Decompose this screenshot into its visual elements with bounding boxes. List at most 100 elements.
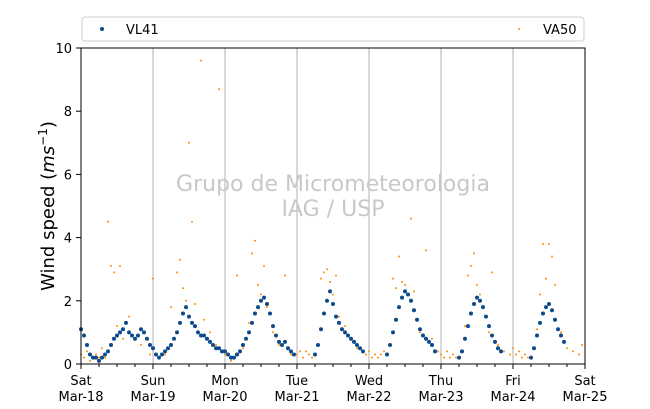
watermark-line-1: Grupo de Micrometeorologia [176, 172, 490, 197]
data-point-va50 [356, 347, 358, 350]
data-point-vl41 [532, 346, 536, 351]
data-point-vl41 [199, 333, 203, 338]
data-point-va50 [290, 353, 292, 356]
data-point-va50 [425, 249, 427, 252]
data-point-va50 [305, 350, 307, 353]
watermark: Grupo de Micrometeorologia IAG / USP [176, 172, 490, 222]
data-point-va50 [497, 344, 499, 347]
data-point-va50 [203, 318, 205, 321]
data-point-vl41 [331, 301, 335, 306]
data-point-va50 [419, 331, 421, 334]
data-point-va50 [224, 353, 226, 356]
data-point-vl41 [487, 324, 491, 329]
x-tick-label-date: Mar-18 [59, 390, 104, 405]
data-point-va50 [236, 274, 238, 277]
data-point-va50 [107, 220, 109, 223]
data-point-va50 [209, 331, 211, 334]
data-point-vl41 [271, 324, 275, 329]
data-point-vl41 [238, 349, 242, 354]
data-point-va50 [446, 350, 448, 353]
data-point-va50 [119, 265, 121, 268]
data-point-vl41 [388, 343, 392, 348]
data-point-va50 [368, 350, 370, 353]
legend: VL41 VA50 [81, 16, 585, 42]
data-point-vl41 [313, 352, 317, 357]
data-point-va50 [98, 356, 100, 359]
data-point-vl41 [244, 336, 248, 341]
data-point-va50 [473, 252, 475, 255]
data-point-va50 [86, 350, 88, 353]
data-point-vl41 [472, 301, 476, 306]
legend-marker-va50 [518, 28, 520, 30]
data-point-va50 [551, 255, 553, 258]
data-point-vl41 [391, 330, 395, 335]
data-point-va50 [518, 350, 520, 353]
y-tick-label: 6 [64, 168, 72, 183]
data-point-vl41 [343, 330, 347, 335]
data-point-va50 [365, 353, 367, 356]
data-point-vl41 [559, 333, 563, 338]
data-point-vl41 [97, 358, 101, 363]
data-point-va50 [122, 337, 124, 340]
data-point-vl41 [148, 343, 152, 348]
data-point-va50 [251, 252, 253, 255]
data-point-vl41 [358, 346, 362, 351]
data-point-vl41 [529, 355, 533, 360]
data-point-va50 [440, 353, 442, 356]
data-point-vl41 [154, 352, 158, 357]
data-point-va50 [170, 306, 172, 309]
data-point-va50 [548, 242, 550, 245]
data-point-vl41 [319, 327, 323, 332]
data-point-va50 [374, 353, 376, 356]
data-point-va50 [308, 353, 310, 356]
data-point-vl41 [499, 349, 503, 354]
data-point-vl41 [166, 346, 170, 351]
data-point-vl41 [175, 330, 179, 335]
data-point-vl41 [409, 298, 413, 303]
data-point-vl41 [478, 298, 482, 303]
y-tick-label: 2 [64, 295, 72, 310]
data-point-va50 [479, 293, 481, 296]
data-point-vl41 [193, 324, 197, 329]
data-point-va50 [491, 271, 493, 274]
data-point-va50 [185, 299, 187, 302]
data-point-vl41 [469, 311, 473, 316]
legend-marker-vl41 [100, 27, 104, 31]
data-point-vl41 [115, 333, 119, 338]
data-point-vl41 [283, 339, 287, 344]
data-point-va50 [104, 356, 106, 359]
data-point-vl41 [556, 327, 560, 332]
data-point-vl41 [133, 336, 137, 341]
data-point-va50 [377, 356, 379, 359]
data-point-va50 [266, 306, 268, 309]
data-point-vl41 [334, 314, 338, 319]
data-point-vl41 [361, 349, 365, 354]
data-point-vl41 [163, 349, 167, 354]
data-point-vl41 [94, 355, 98, 360]
data-point-vl41 [274, 333, 278, 338]
data-point-vl41 [349, 336, 353, 341]
data-point-vl41 [184, 305, 188, 310]
x-tick-label-day: Wed [355, 374, 383, 389]
data-point-vl41 [289, 349, 293, 354]
data-point-vl41 [325, 298, 329, 303]
data-point-vl41 [178, 320, 182, 325]
data-point-vl41 [421, 333, 425, 338]
data-point-vl41 [172, 336, 176, 341]
data-point-va50 [503, 350, 505, 353]
x-tick-label-day: Mon [211, 374, 238, 389]
data-point-va50 [413, 290, 415, 293]
data-point-vl41 [277, 339, 281, 344]
data-point-va50 [218, 88, 220, 91]
data-point-va50 [524, 353, 526, 356]
x-axis: SatMar-18SunMar-19MonMar-20TueMar-21WedM… [59, 364, 607, 405]
x-tick-label-day: Tue [285, 374, 308, 389]
data-point-va50 [581, 344, 583, 347]
data-point-vl41 [292, 352, 296, 357]
data-point-va50 [200, 59, 202, 62]
data-point-vl41 [205, 336, 209, 341]
data-point-vl41 [229, 355, 233, 360]
data-point-vl41 [211, 343, 215, 348]
data-point-va50 [272, 331, 274, 334]
